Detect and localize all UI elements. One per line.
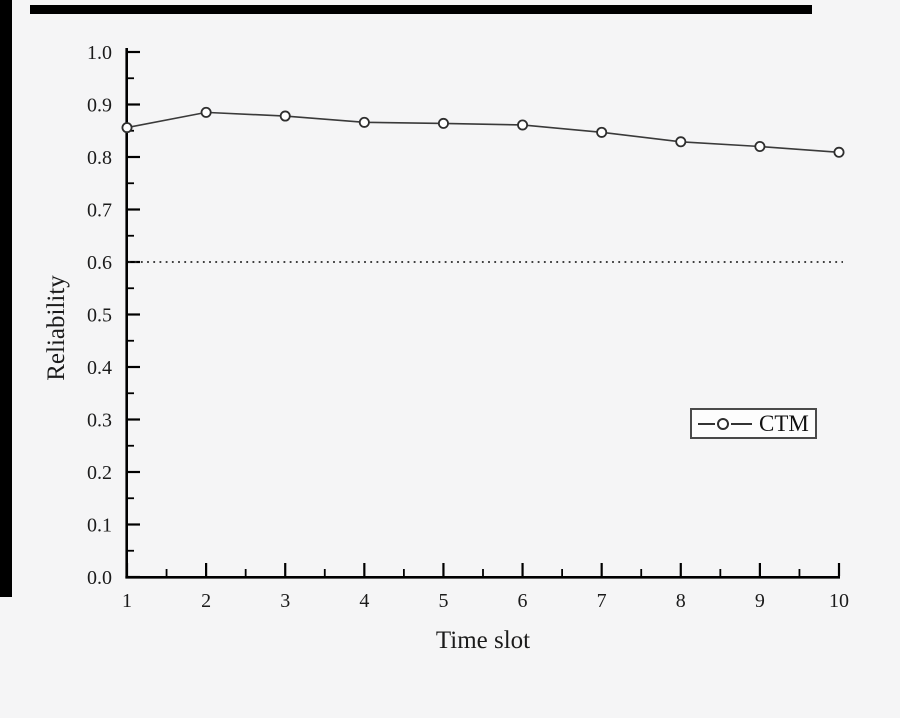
x-tick-label: 7 bbox=[597, 590, 607, 612]
x-tick-label: 1 bbox=[122, 590, 132, 612]
data-point-marker bbox=[358, 116, 370, 128]
x-tick-label: 5 bbox=[438, 590, 448, 612]
data-point-marker bbox=[437, 117, 449, 129]
y-tick-label: 0.2 bbox=[87, 462, 112, 484]
x-axis-title: Time slot bbox=[435, 627, 531, 654]
x-tick-label: 10 bbox=[829, 590, 849, 612]
data-point-marker bbox=[675, 136, 687, 148]
x-tick-label: 8 bbox=[676, 590, 686, 612]
y-tick-label: 0.6 bbox=[87, 252, 112, 274]
y-tick-label: 0.3 bbox=[87, 410, 112, 432]
data-series-line bbox=[126, 111, 840, 154]
data-point-marker bbox=[121, 122, 133, 134]
y-tick-label: 0.9 bbox=[87, 95, 112, 117]
y-tick-label: 0.1 bbox=[87, 515, 112, 537]
y-tick-label: 0.5 bbox=[87, 305, 112, 327]
legend-line-sample bbox=[698, 422, 715, 425]
legend-series-label: CTM bbox=[759, 411, 809, 436]
y-tick-label: 0.8 bbox=[87, 147, 112, 169]
y-tick-label: 1.0 bbox=[87, 42, 112, 64]
x-tick-label: 2 bbox=[201, 590, 211, 612]
data-point-marker bbox=[754, 140, 766, 152]
data-point-marker bbox=[517, 119, 529, 131]
x-tick-label: 6 bbox=[518, 590, 528, 612]
data-point-marker bbox=[279, 110, 291, 122]
x-tick-label: 4 bbox=[359, 590, 369, 612]
y-tick-label: 0.7 bbox=[87, 200, 112, 222]
data-point-marker bbox=[833, 146, 845, 158]
data-point-marker bbox=[200, 106, 212, 118]
y-axis-title: Reliability bbox=[43, 275, 70, 381]
top-edge-bar bbox=[30, 5, 812, 14]
data-point-marker bbox=[596, 126, 608, 138]
legend-line-sample bbox=[731, 422, 752, 425]
legend-box: CTM bbox=[690, 408, 817, 439]
left-edge-bar bbox=[0, 0, 12, 597]
legend-circle-marker-icon bbox=[717, 417, 729, 430]
x-tick-label: 9 bbox=[755, 590, 765, 612]
y-tick-label: 0.0 bbox=[87, 567, 112, 589]
y-tick-label: 0.4 bbox=[87, 357, 112, 379]
x-tick-label: 3 bbox=[280, 590, 290, 612]
